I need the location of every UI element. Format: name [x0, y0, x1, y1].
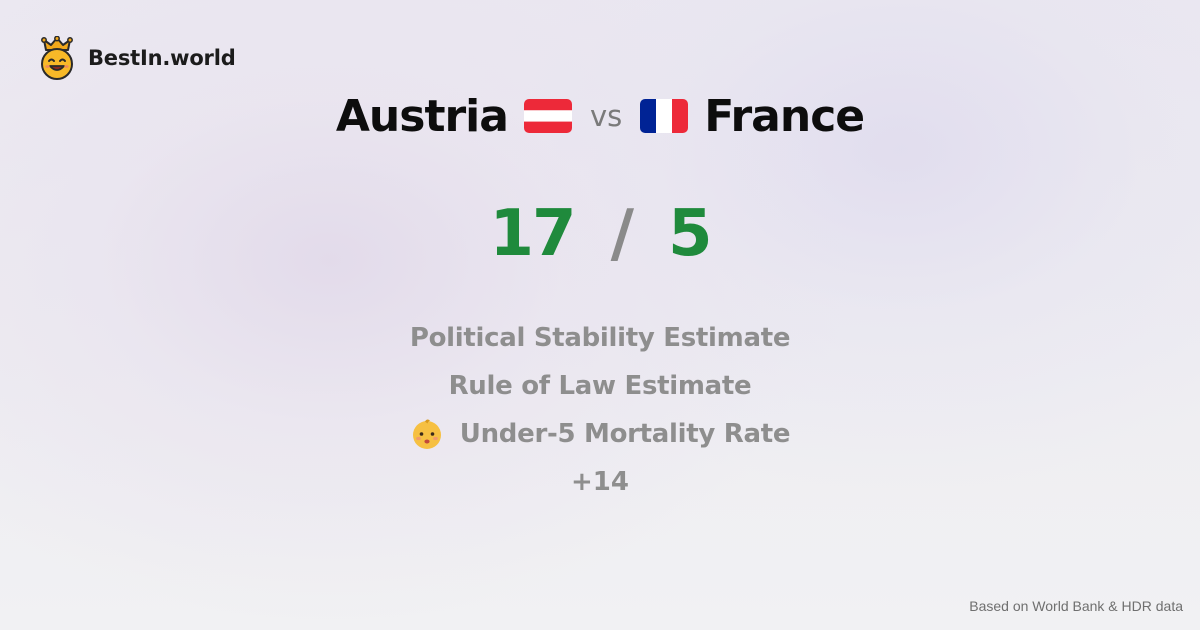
country-b-name: France: [704, 90, 865, 142]
metric-item: Political Stability Estimate: [409, 314, 791, 362]
brand-name: BestIn.world: [88, 46, 236, 70]
more-metrics-count: +14: [571, 467, 629, 497]
country-a-name: Austria: [335, 90, 509, 142]
metric-label: Political Stability Estimate: [409, 323, 791, 353]
score-separator: /: [610, 197, 634, 271]
crowned-smiley-icon: [41, 36, 73, 80]
vs-label: vs: [589, 99, 623, 133]
baby-face-icon: [412, 419, 441, 449]
metric-item: Rule of Law Estimate: [449, 362, 752, 410]
metric-item: Under-5 Mortality Rate: [410, 410, 791, 458]
metrics-list: Political Stability Estimate Rule of Law…: [0, 314, 1200, 506]
data-source-note: Based on World Bank & HDR data: [969, 598, 1183, 614]
metric-label: Under-5 Mortality Rate: [459, 419, 791, 449]
score-country-a: 17: [489, 197, 577, 271]
comparison-title: Austria vs France: [0, 86, 1200, 146]
brand-header[interactable]: BestIn.world: [38, 36, 236, 80]
metric-label: Rule of Law Estimate: [448, 371, 752, 401]
austria-flag-icon: [523, 99, 572, 133]
france-flag-icon: [640, 99, 689, 133]
score-display: 17 / 5: [0, 194, 1200, 274]
score-country-b: 5: [667, 197, 713, 271]
